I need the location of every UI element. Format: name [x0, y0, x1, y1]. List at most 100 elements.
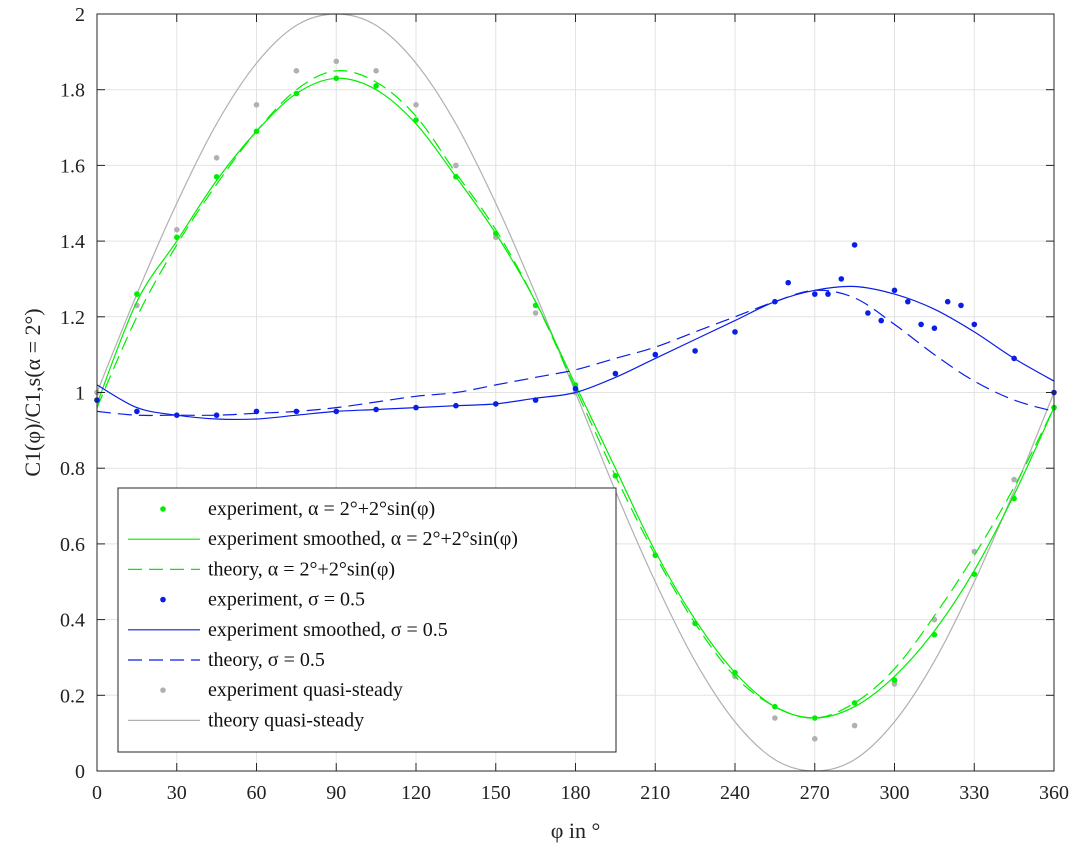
x-tick-label: 300: [880, 782, 910, 804]
x-tick-label: 60: [247, 782, 267, 804]
data-point: [891, 287, 898, 294]
legend-label: experiment smoothed, σ = 0.5: [208, 619, 448, 641]
data-point: [253, 128, 260, 135]
data-point: [732, 669, 738, 676]
data-point: [971, 571, 978, 577]
data-point: [958, 302, 964, 309]
data-point: [413, 102, 419, 108]
data-point: [453, 174, 459, 180]
legend-label: theory, σ = 0.5: [208, 649, 325, 671]
y-tick-label: 1.6: [60, 155, 85, 177]
y-tick-label: 0.6: [60, 534, 85, 556]
y-tick-label: 1.8: [60, 80, 85, 102]
data-point: [612, 370, 619, 377]
legend-label: theory quasi-steady: [208, 709, 364, 731]
y-tick-label: 0.8: [60, 458, 85, 480]
x-tick-label: 150: [481, 782, 511, 804]
x-tick-label: 360: [1039, 782, 1069, 804]
ticks: 0 30 60 90 120 150 180 210 240 270 300 330 360 0 0.2 0.…: [60, 4, 1069, 804]
data-point: [413, 117, 419, 123]
data-point: [851, 242, 858, 248]
data-point: [652, 552, 659, 559]
data-point: [692, 620, 698, 627]
data-point: [612, 473, 619, 479]
data-point: [812, 736, 818, 742]
data-point: [772, 703, 778, 710]
data-point: [493, 230, 499, 237]
data-point: [572, 385, 579, 392]
legend-marker: [160, 687, 166, 693]
x-tick-label: 0: [92, 782, 102, 804]
legend-marker: [160, 596, 166, 603]
legend-label: experiment smoothed, α = 2°+2°sin(φ): [208, 528, 518, 550]
data-point: [1011, 495, 1017, 502]
y-tick-label: 1: [75, 383, 85, 405]
series-3: [94, 242, 1057, 419]
data-point: [373, 68, 379, 74]
data-point: [851, 722, 858, 729]
data-point: [293, 68, 300, 74]
data-point: [825, 291, 831, 297]
data-point: [333, 58, 340, 65]
data-point: [971, 321, 978, 328]
legend-label: experiment, σ = 0.5: [208, 589, 365, 611]
data-point: [812, 291, 818, 297]
data-point: [918, 321, 924, 328]
x-tick-label: 180: [561, 782, 591, 804]
x-tick-label: 330: [959, 782, 989, 804]
data-point: [174, 234, 180, 241]
data-point: [453, 402, 459, 409]
data-point: [851, 700, 858, 706]
x-axis-label: φ in °: [551, 818, 601, 843]
data-point: [493, 401, 499, 407]
legend-label: experiment, α = 2°+2°sin(φ): [208, 498, 435, 520]
data-point: [931, 631, 938, 638]
y-tick-label: 1.2: [60, 307, 85, 329]
data-point: [453, 162, 459, 169]
y-tick-label: 0: [75, 761, 85, 783]
series-line: [96, 70, 1055, 719]
data-point: [732, 329, 738, 335]
data-point: [772, 715, 778, 721]
data-point: [213, 412, 220, 419]
data-point: [878, 317, 884, 324]
y-tick-label: 0.2: [60, 685, 85, 707]
x-tick-label: 30: [167, 782, 187, 804]
data-point: [134, 408, 140, 415]
data-point: [532, 310, 539, 316]
data-point: [213, 155, 220, 161]
data-point: [413, 404, 419, 411]
data-point: [174, 226, 180, 233]
series-2: [96, 70, 1055, 719]
data-point: [785, 279, 791, 286]
y-tick-label: 1.4: [60, 231, 85, 253]
x-tick-label: 90: [326, 782, 346, 804]
data-point: [532, 397, 539, 403]
data-point: [373, 83, 379, 89]
data-point: [253, 408, 260, 415]
legend-marker: [160, 506, 166, 512]
data-point: [253, 102, 260, 108]
data-point: [838, 276, 845, 282]
legend-box: [117, 487, 617, 753]
data-point: [333, 408, 340, 415]
data-point: [373, 406, 379, 413]
data-point: [891, 677, 898, 683]
data-point: [931, 325, 938, 332]
legend-label: experiment quasi-steady: [208, 679, 403, 701]
data-point: [944, 298, 951, 305]
legend-label: theory, α = 2°+2°sin(φ): [208, 558, 395, 580]
data-point: [865, 310, 871, 316]
data-point: [213, 174, 220, 180]
series-0: [94, 75, 1057, 721]
legend: experiment, α = 2°+2°sin(φ) experiment sm…: [117, 487, 617, 753]
data-point: [652, 351, 659, 358]
data-point: [905, 298, 911, 305]
data-point: [532, 302, 539, 309]
data-point: [174, 412, 180, 419]
data-point: [293, 408, 300, 415]
y-tick-label: 0.4: [60, 610, 85, 632]
data-point: [1011, 355, 1017, 362]
data-point: [812, 715, 818, 721]
